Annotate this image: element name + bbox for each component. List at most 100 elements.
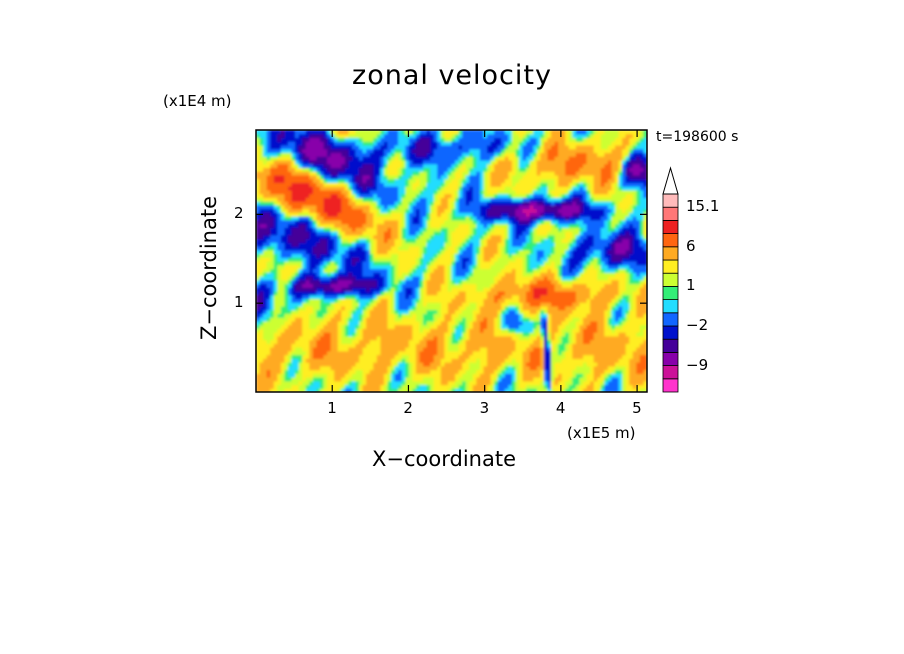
- field-cell: [291, 231, 296, 236]
- field-cell: [341, 324, 346, 329]
- field-cell: [440, 261, 445, 266]
- field-cell: [298, 144, 303, 150]
- field-cell: [316, 163, 321, 169]
- field-cell: [383, 216, 389, 221]
- field-cell: [256, 380, 261, 386]
- field-cell: [462, 186, 467, 191]
- field-cell: [451, 246, 456, 251]
- field-cell: [312, 246, 318, 251]
- field-cell: [291, 283, 296, 288]
- field-cell: [383, 339, 389, 344]
- field-cell: [444, 388, 449, 392]
- field-cell: [312, 268, 318, 273]
- field-cell: [494, 238, 499, 243]
- field-cell: [305, 163, 310, 169]
- field-cell: [295, 298, 300, 303]
- field-cell: [337, 380, 342, 386]
- field-cell: [483, 253, 488, 258]
- field-cell: [419, 324, 424, 329]
- field-cell: [298, 362, 303, 367]
- field-cell: [444, 159, 449, 165]
- field-cell: [387, 257, 392, 262]
- field-cell: [447, 343, 453, 348]
- field-cell: [341, 193, 346, 198]
- field-cell: [419, 377, 424, 382]
- field-cell: [334, 365, 339, 371]
- field-cell: [323, 384, 328, 389]
- field-cell: [455, 305, 460, 311]
- field-cell: [337, 208, 342, 213]
- field-cell: [309, 238, 314, 243]
- field-cell: [483, 171, 488, 176]
- field-cell: [359, 335, 364, 341]
- field-cell: [472, 163, 477, 169]
- field-cell: [458, 354, 463, 359]
- field-cell: [462, 320, 467, 326]
- field-cell: [437, 384, 442, 389]
- field-cell: [295, 234, 300, 240]
- field-cell: [256, 324, 261, 329]
- field-cell: [295, 309, 300, 314]
- field-cell: [476, 144, 481, 150]
- field-cell: [426, 144, 431, 150]
- field-cell: [398, 380, 403, 386]
- field-cell: [330, 305, 335, 311]
- field-cell: [469, 373, 474, 378]
- field-cell: [483, 133, 488, 139]
- field-cell: [394, 141, 399, 146]
- field-cell: [305, 335, 310, 341]
- field-cell: [305, 261, 310, 266]
- field-cell: [487, 137, 492, 142]
- field-cell: [284, 290, 289, 296]
- field-cell: [433, 257, 438, 262]
- field-cell: [323, 197, 328, 202]
- field-cell: [280, 335, 286, 341]
- field-cell: [469, 163, 474, 169]
- field-cell: [465, 246, 470, 251]
- field-cell: [398, 137, 403, 142]
- field-cell: [419, 253, 424, 258]
- field-cell: [501, 238, 506, 243]
- field-cell: [273, 294, 278, 300]
- field-cell: [394, 130, 399, 135]
- field-cell: [494, 287, 499, 292]
- field-cell: [383, 362, 389, 367]
- field-cell: [323, 275, 328, 281]
- field-cell: [394, 257, 399, 262]
- field-cell: [334, 384, 339, 389]
- field-cell: [430, 268, 435, 273]
- field-cell: [419, 148, 424, 154]
- field-cell: [465, 350, 470, 356]
- field-cell: [476, 294, 481, 300]
- field-cell: [462, 167, 467, 172]
- field-cell: [302, 159, 307, 165]
- field-cell: [298, 283, 303, 288]
- field-cell: [291, 238, 296, 243]
- field-cell: [341, 317, 346, 322]
- field-cell: [355, 302, 360, 307]
- field-cell: [437, 212, 442, 217]
- field-cell: [412, 204, 417, 210]
- field-cell: [316, 384, 321, 389]
- field-cell: [305, 137, 310, 142]
- field-cell: [319, 242, 325, 247]
- field-cell: [334, 362, 339, 367]
- field-cell: [373, 373, 378, 378]
- field-cell: [305, 347, 310, 352]
- field-cell: [501, 365, 506, 371]
- field-cell: [504, 388, 509, 392]
- field-cell: [263, 305, 268, 311]
- field-cell: [376, 141, 382, 146]
- field-cell: [366, 264, 371, 270]
- field-cell: [351, 305, 357, 311]
- field-cell: [444, 227, 449, 232]
- field-cell: [327, 242, 332, 247]
- field-cell: [440, 339, 445, 344]
- field-cell: [455, 231, 460, 236]
- field-cell: [458, 242, 463, 247]
- field-cell: [504, 238, 509, 243]
- field-cell: [284, 186, 289, 191]
- field-cell: [433, 249, 438, 255]
- field-cell: [408, 159, 413, 165]
- field-cell: [373, 339, 378, 344]
